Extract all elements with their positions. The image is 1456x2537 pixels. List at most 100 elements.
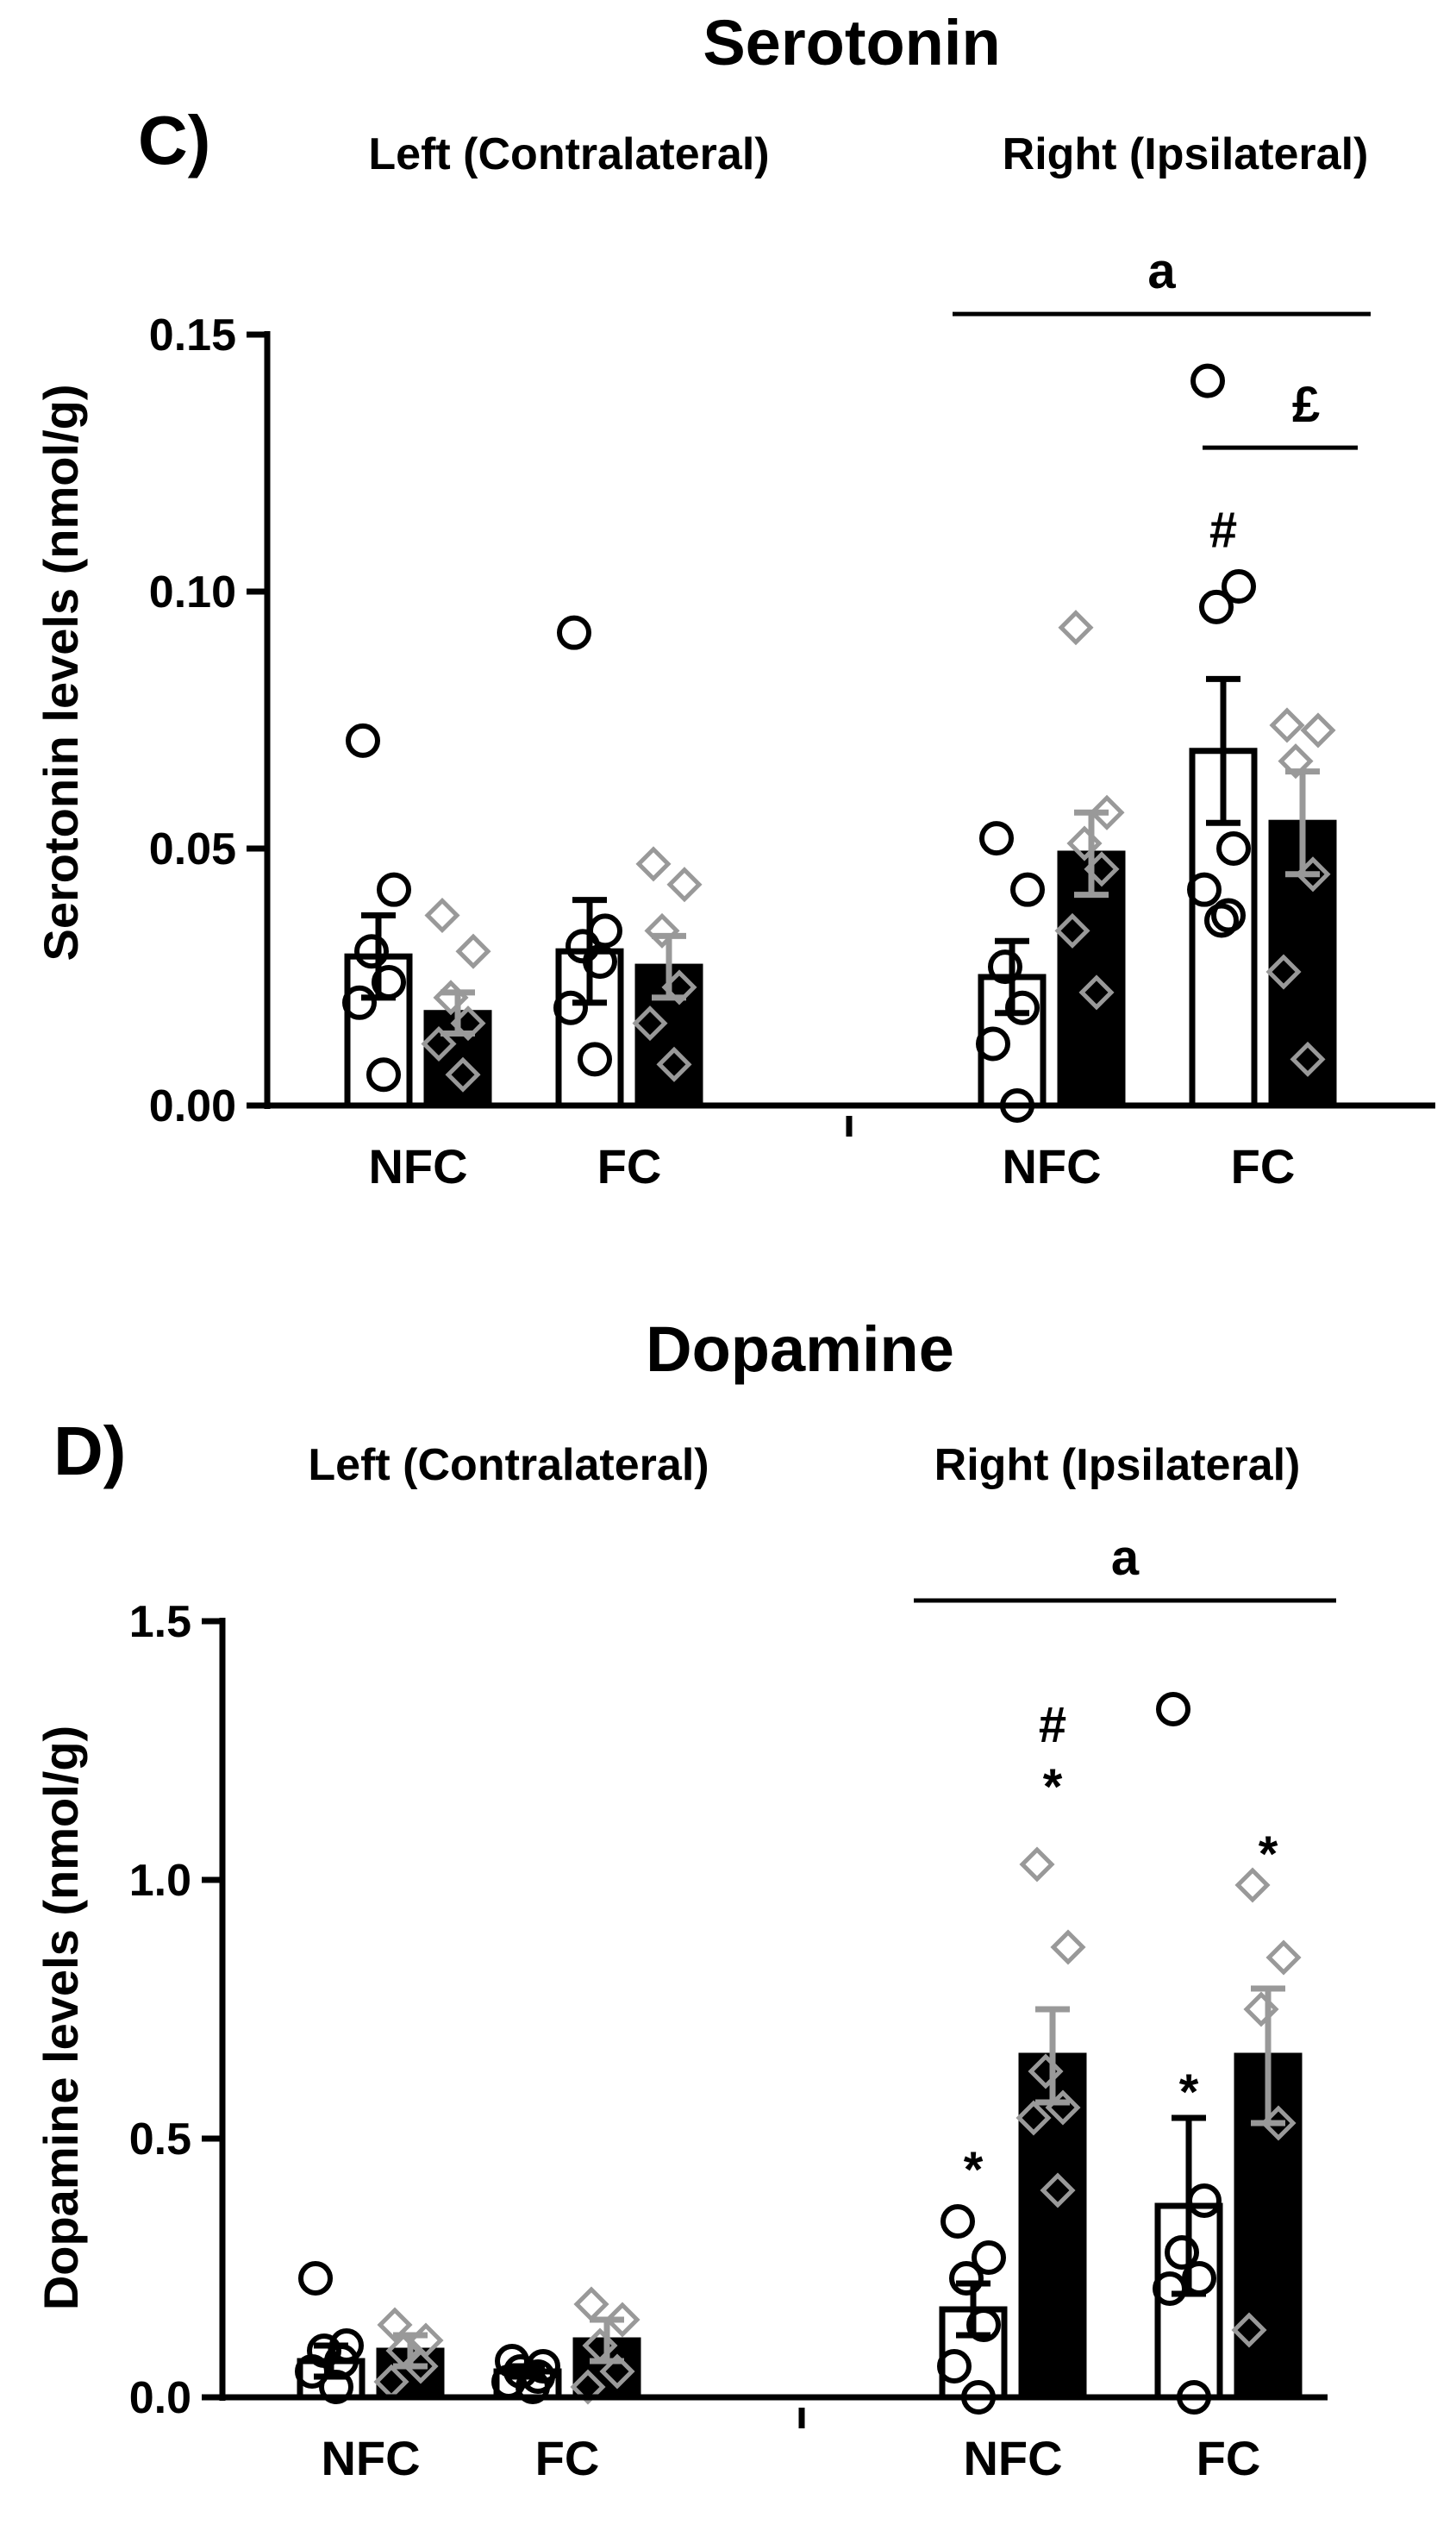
significance-mark: * <box>1179 2064 1199 2120</box>
y-tick-label: 0.15 <box>149 310 236 360</box>
y-tick-label: 0.00 <box>149 1081 236 1131</box>
data-point-circle <box>1199 589 1234 624</box>
data-point-circle <box>1156 1692 1190 1726</box>
y-tick-label: 0.0 <box>129 2373 191 2423</box>
x-category-label: FC <box>535 2431 600 2485</box>
data-point-circle <box>1187 2183 1222 2218</box>
data-point-circle <box>1204 903 1239 938</box>
data-point-diamond <box>1278 743 1314 780</box>
data-point-circle <box>516 2370 550 2404</box>
data-point-diamond <box>421 1025 457 1062</box>
data-point-diamond <box>632 1005 668 1042</box>
y-tick-label: 0.5 <box>129 2114 191 2164</box>
data-point-diamond <box>599 2353 635 2390</box>
data-point-diamond <box>661 969 697 1005</box>
data-point-diamond <box>1045 2089 1081 2126</box>
x-category-label: NFC <box>321 2431 420 2485</box>
y-axis-label: Dopamine levels (nmol/g) <box>34 1726 88 2310</box>
data-point-circle <box>1182 2261 1216 2296</box>
data-point-circle <box>1005 990 1040 1025</box>
data-point-diamond <box>450 1005 486 1042</box>
data-point-diamond <box>385 2333 422 2369</box>
significance-mark: # <box>1039 1697 1066 1753</box>
data-point-circle <box>940 2204 975 2239</box>
data-point-diamond <box>1058 610 1094 646</box>
data-point-circle <box>1190 363 1225 398</box>
data-point-diamond <box>445 1056 481 1093</box>
significance-label: £ <box>1292 377 1320 433</box>
data-point-circle <box>295 2354 329 2389</box>
data-point-circle <box>377 872 411 907</box>
data-point-diamond <box>1231 2312 1267 2348</box>
y-axis-label: Serotonin levels (nmol/g) <box>34 385 88 962</box>
data-point-circle <box>578 1042 612 1077</box>
right-side-label: Right (Ipsilateral) <box>1003 129 1369 179</box>
data-point-circle <box>1187 872 1222 907</box>
x-category-label: NFC <box>963 2431 1062 2485</box>
data-point-diamond <box>433 980 469 1016</box>
significance-mark: * <box>964 2142 984 2198</box>
panel-label: C) <box>138 102 210 179</box>
x-category-label: FC <box>1197 2431 1261 2485</box>
x-category-label: NFC <box>368 1139 467 1193</box>
data-point-circle <box>1211 898 1246 933</box>
data-point-diamond <box>1234 1867 1271 1903</box>
significance-mark: # <box>1209 502 1237 558</box>
data-point-diamond <box>1028 2053 1064 2089</box>
data-point-diamond <box>1015 2100 1052 2136</box>
data-point-diamond <box>656 1046 692 1082</box>
significance-mark: * <box>1259 1826 1278 1882</box>
y-tick-label: 0.05 <box>149 824 236 874</box>
data-point-circle <box>354 934 389 969</box>
data-point-diamond <box>1265 1939 1302 1976</box>
data-point-circle <box>1222 569 1256 604</box>
data-point-diamond <box>604 2302 641 2338</box>
data-point-circle <box>342 985 377 1020</box>
significance-mark: * <box>1043 1759 1063 1815</box>
data-point-diamond <box>1260 2105 1297 2141</box>
data-point-diamond <box>582 2327 618 2364</box>
significance-label: a <box>1147 243 1176 299</box>
left-side-label: Left (Contralateral) <box>368 129 769 179</box>
data-point-diamond <box>403 2348 439 2384</box>
data-point-diamond <box>1300 712 1336 749</box>
y-tick-label: 1.0 <box>129 1856 191 1906</box>
panel-label: D) <box>53 1413 126 1489</box>
data-point-diamond <box>1019 1846 1055 1882</box>
data-point-diamond <box>1089 794 1125 830</box>
data-point-circle <box>583 944 617 980</box>
data-point-diamond <box>455 933 491 969</box>
data-point-diamond <box>1066 825 1103 861</box>
data-point-diamond <box>1265 954 1302 990</box>
data-point-circle <box>1153 2271 1187 2306</box>
data-point-circle <box>988 949 1022 985</box>
dopamine-panel: Dopamine D) Left (Contralateral) Right (… <box>34 1313 1336 2485</box>
data-point-circle <box>979 821 1014 856</box>
x-category-label: FC <box>1231 1139 1296 1193</box>
y-tick-label: 1.5 <box>129 1597 191 1647</box>
serotonin-plot-area: 0.00 0.05 0.10 0.15 NFC FC NFC FC a £ # <box>149 243 1435 1193</box>
data-point-diamond <box>424 897 460 934</box>
x-category-label: NFC <box>1002 1139 1101 1193</box>
panel-title: Serotonin <box>703 7 1000 78</box>
data-point-diamond <box>1054 912 1090 949</box>
x-category-label: FC <box>597 1139 662 1193</box>
data-point-circle <box>976 1026 1010 1062</box>
data-point-diamond <box>635 846 672 882</box>
data-point-diamond <box>1243 1991 1279 2027</box>
data-point-diamond <box>1040 2172 1076 2208</box>
data-point-diamond <box>377 2307 413 2343</box>
right-side-label: Right (Ipsilateral) <box>934 1440 1301 1490</box>
data-point-diamond <box>570 2369 606 2405</box>
y-tick-label: 0.10 <box>149 567 236 617</box>
panel-title: Dopamine <box>646 1313 954 1385</box>
data-point-circle <box>972 2240 1006 2275</box>
significance-label: a <box>1111 1530 1140 1586</box>
left-side-label: Left (Contralateral) <box>308 1440 709 1490</box>
data-point-circle <box>553 990 588 1025</box>
serotonin-panel: Serotonin C) Left (Contralateral) Right … <box>34 7 1435 1193</box>
data-point-circle <box>1165 2235 1199 2270</box>
data-point-diamond <box>644 912 680 949</box>
data-point-circle <box>298 2261 333 2296</box>
